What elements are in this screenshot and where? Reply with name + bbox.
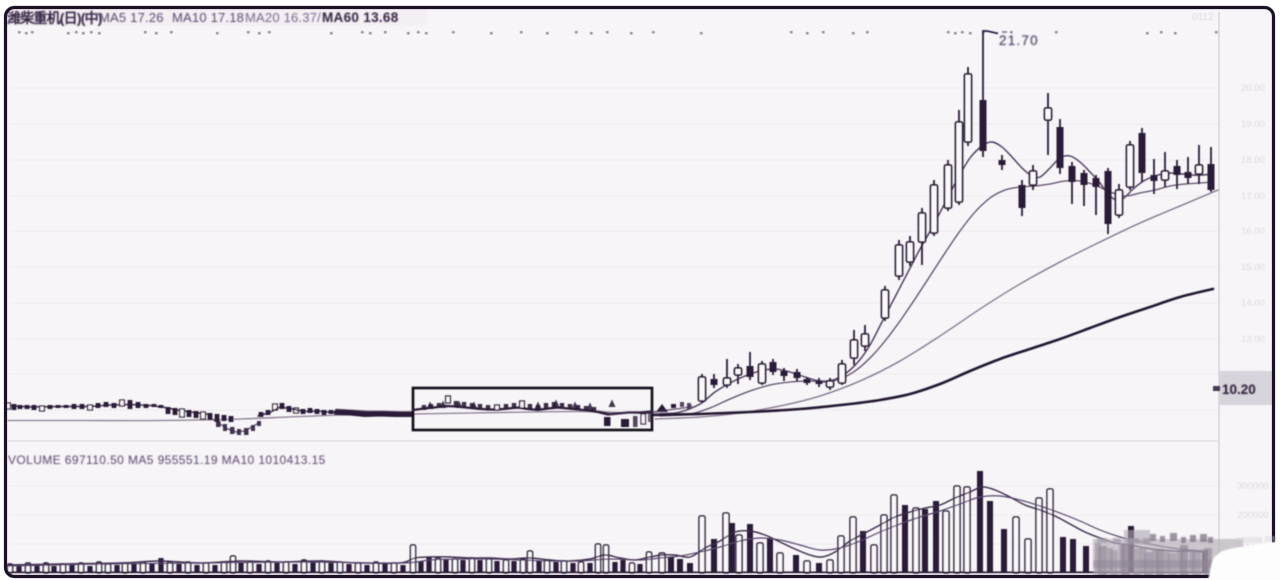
svg-text:10.20: 10.20 [1222, 382, 1256, 397]
svg-text:300000: 300000 [1237, 481, 1269, 492]
svg-text:20.00: 20.00 [1241, 83, 1265, 94]
svg-text:MA20 16.37/: MA20 16.37/ [245, 10, 321, 25]
svg-text:21.70: 21.70 [999, 33, 1039, 48]
svg-text:MA10 17.18: MA10 17.18 [172, 10, 244, 25]
svg-text:200000: 200000 [1237, 510, 1269, 521]
svg-text:17.00: 17.00 [1241, 191, 1265, 202]
svg-text:14.00: 14.00 [1241, 298, 1265, 309]
svg-text:13.00: 13.00 [1241, 334, 1265, 345]
svg-text:19.00: 19.00 [1241, 119, 1265, 130]
svg-text:16.00: 16.00 [1241, 226, 1265, 237]
svg-text:MA5 17.26: MA5 17.26 [99, 10, 164, 25]
svg-text:VOLUME 697110.50 MA5 955551: VOLUME 697110.50 MA5 955551.19 MA10 1010… [8, 453, 326, 467]
svg-text:0112: 0112 [1192, 12, 1214, 23]
svg-text:MA60 13.68: MA60 13.68 [322, 10, 399, 25]
svg-text:15.00: 15.00 [1241, 262, 1265, 273]
svg-text:潍柴重机(日)(中): 潍柴重机(日)(中) [7, 10, 102, 26]
svg-text:18.00: 18.00 [1241, 155, 1265, 166]
